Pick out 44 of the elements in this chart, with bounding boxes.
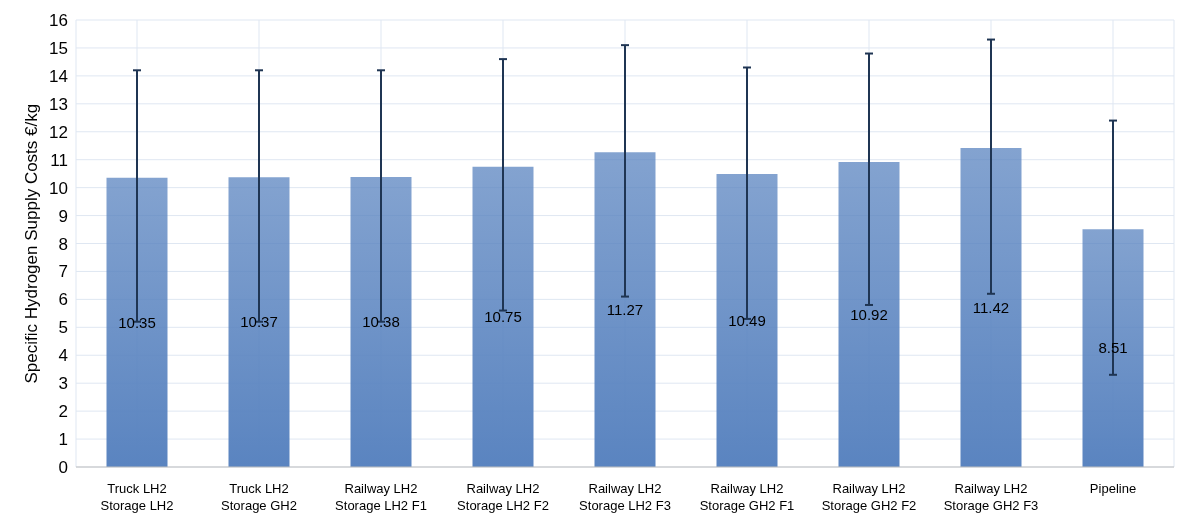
bar	[106, 177, 168, 467]
bar	[838, 161, 900, 467]
data-label: 10.35	[118, 313, 156, 331]
x-tick-label: Railway LH2 Storage LH2 F3	[579, 481, 671, 513]
data-label: 10.75	[484, 308, 522, 326]
y-tick-label: 0	[58, 458, 68, 478]
data-label: 10.92	[850, 305, 888, 323]
y-tick-label: 3	[58, 374, 68, 394]
y-tick-label: 16	[49, 11, 68, 31]
bar	[716, 173, 778, 467]
y-tick-label: 8	[58, 234, 68, 254]
data-label: 11.42	[972, 298, 1010, 316]
data-label: 10.38	[362, 313, 400, 331]
data-label: 10.37	[240, 313, 278, 331]
y-tick-label: 4	[58, 346, 68, 366]
x-tick-label: Railway LH2 Storage GH2 F2	[821, 481, 917, 513]
data-label: 11.27	[606, 300, 644, 318]
x-tick-label: Truck LH2 Storage GH2	[221, 481, 297, 513]
y-tick-label: 12	[49, 122, 68, 142]
y-tick-label: 13	[49, 94, 68, 114]
x-tick-label: Truck LH2 Storage LH2	[100, 481, 174, 513]
bar	[594, 152, 656, 467]
data-label: 10.49	[728, 311, 766, 329]
bar	[350, 177, 412, 467]
bar	[472, 166, 534, 467]
x-tick-label: Railway LH2 Storage LH2 F1	[335, 481, 427, 513]
y-tick-label: 10	[49, 178, 68, 198]
y-tick-label: 14	[49, 66, 68, 86]
y-tick-label: 9	[58, 206, 68, 226]
x-tick-label: Railway LH2 Storage GH2 F3	[943, 481, 1039, 513]
bar	[1082, 229, 1144, 467]
x-tick-label: Railway LH2 Storage GH2 F1	[699, 481, 795, 513]
y-axis-title: Specific Hydrogen Supply Costs €/kg	[22, 103, 42, 384]
bar	[228, 177, 290, 467]
bar	[960, 147, 1022, 467]
y-tick-label: 11	[50, 150, 68, 170]
x-tick-label: Pipeline	[1089, 481, 1137, 496]
y-tick-label: 2	[58, 402, 68, 422]
y-tick-label: 7	[58, 262, 68, 282]
y-tick-label: 1	[58, 430, 68, 450]
x-tick-label: Railway LH2 Storage LH2 F2	[457, 481, 549, 513]
y-tick-label: 15	[49, 38, 68, 58]
y-tick-label: 6	[58, 290, 68, 310]
y-tick-label: 5	[58, 318, 68, 338]
